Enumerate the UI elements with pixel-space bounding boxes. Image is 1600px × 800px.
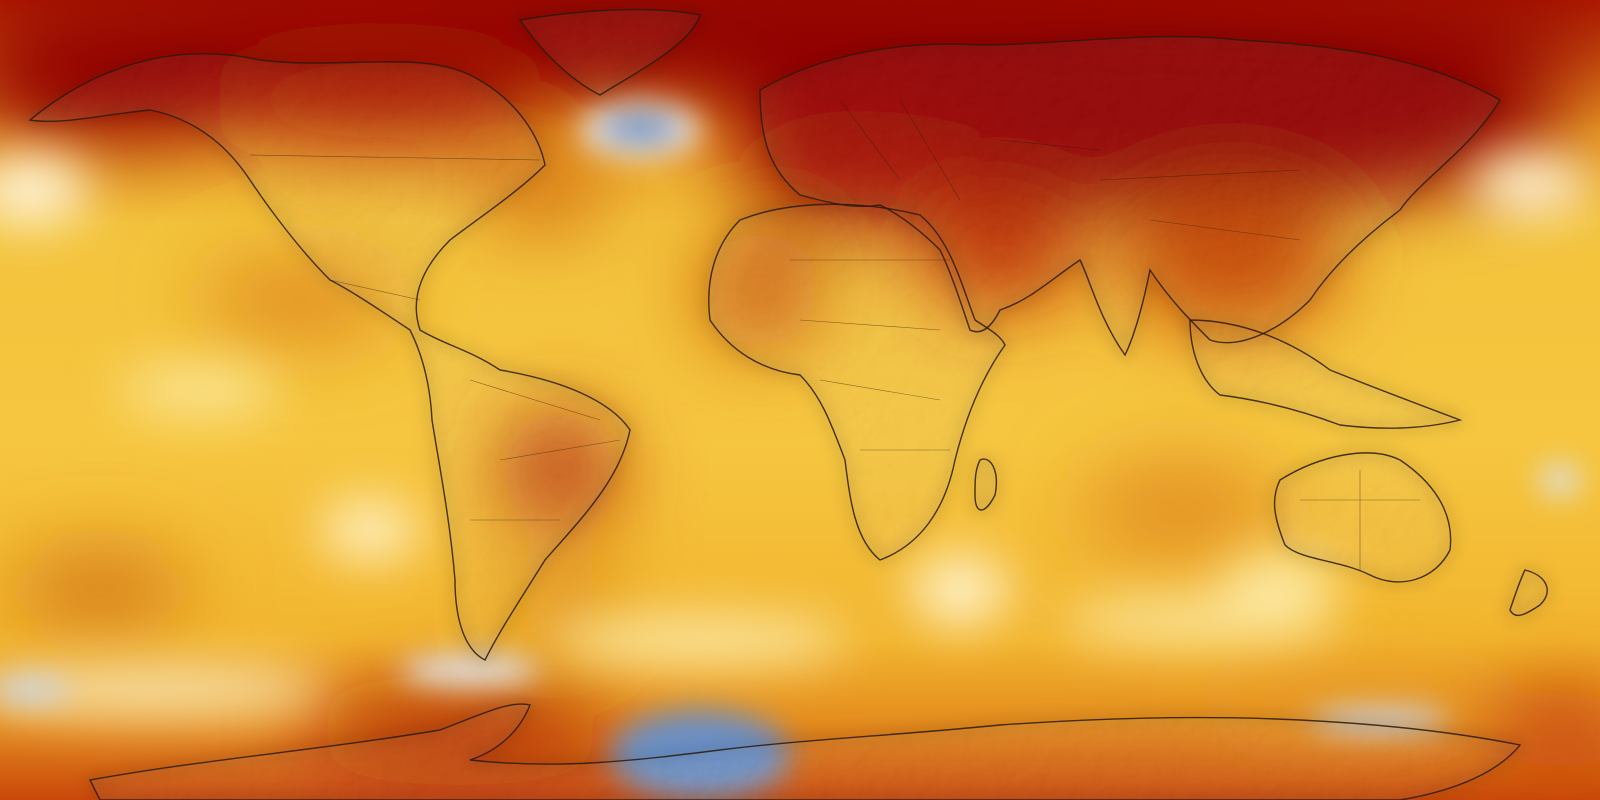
neutral-zones (0, 155, 1590, 715)
antarctica (88, 703, 1522, 800)
north-america (28, 53, 631, 661)
greenland (518, 8, 701, 96)
australia (1273, 452, 1452, 583)
north-atlantic-cool-spot (598, 110, 682, 146)
asia (759, 35, 1501, 357)
new-zealand (1509, 569, 1548, 617)
madagascar (974, 458, 997, 511)
country-borders (249, 99, 1420, 570)
southeast-asia (1189, 319, 1463, 429)
africa (708, 203, 1006, 561)
